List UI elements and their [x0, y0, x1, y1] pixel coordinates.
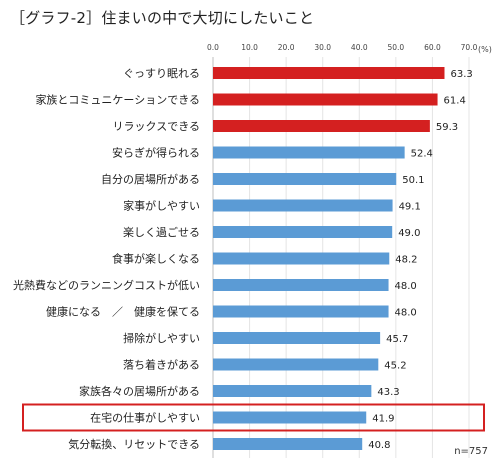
bar: [213, 279, 389, 291]
tick-label: 40.0: [351, 43, 368, 52]
tick-label: 30.0: [314, 43, 331, 52]
value-label: 49.0: [398, 228, 420, 239]
value-label: 43.3: [377, 387, 399, 398]
category-label: 食事が楽しくなる: [112, 252, 200, 266]
category-label: 健康になる ／ 健康を保てる: [46, 305, 200, 319]
value-label: 50.1: [402, 175, 424, 186]
value-label: 45.7: [386, 334, 408, 345]
category-label: 安らぎが得られる: [112, 146, 200, 160]
bar: [213, 173, 397, 185]
bars: [213, 67, 445, 450]
value-label: 52.4: [411, 149, 433, 160]
highlight-frame: [22, 403, 485, 432]
bar: [213, 411, 367, 424]
sample-size-note: n=757: [454, 446, 488, 457]
value-label: 59.3: [436, 122, 458, 133]
category-labels: ぐっすり眠れる家族とコミュニケーションできるリラックスできる安らぎが得られる自分…: [13, 67, 200, 451]
tick-label: 10.0: [241, 43, 258, 52]
bar: [213, 93, 438, 106]
value-label: 45.2: [384, 361, 406, 372]
category-label: 在宅の仕事がしやすい: [90, 411, 200, 425]
axis-unit: (%): [478, 45, 492, 54]
category-label: 家族とコミュニケーションできる: [35, 93, 200, 107]
category-label: ぐっすり眠れる: [123, 67, 200, 80]
chart-title: ［グラフ-2］住まいの中で大切にしたいこと: [10, 9, 315, 27]
value-label: 61.4: [444, 96, 466, 107]
value-label: 63.3: [450, 69, 472, 80]
bar: [213, 252, 390, 265]
category-label: 楽しく過ごせる: [123, 225, 200, 239]
category-label: 掃除がしやすい: [123, 331, 200, 345]
category-label: 光熱費などのランニングコストが低い: [13, 278, 200, 292]
category-label: 落ち着きがある: [123, 358, 200, 372]
bar: [213, 358, 379, 371]
bar: [213, 120, 430, 132]
bar: [213, 385, 372, 397]
category-label: 家族各々の居場所がある: [79, 384, 200, 398]
bar: [213, 146, 405, 159]
tick-label: 60.0: [424, 43, 441, 52]
category-label: 家事がしやすい: [123, 199, 200, 213]
category-label: 気分転換、リセットできる: [68, 437, 200, 451]
bar: [213, 199, 393, 212]
bar: [213, 332, 381, 344]
value-label: 41.9: [372, 414, 394, 425]
bar: [213, 438, 363, 450]
bar: [213, 226, 393, 238]
tick-label: 20.0: [278, 43, 295, 52]
value-label: 48.2: [395, 255, 417, 266]
category-label: 自分の居場所がある: [101, 172, 200, 186]
value-label: 48.0: [395, 281, 417, 292]
bar: [213, 305, 389, 318]
axis-ticks: 0.0 10.0 20.0 30.0 40.0 50.0 60.0 70.0: [207, 43, 478, 52]
value-label: 49.1: [399, 202, 421, 213]
bar: [213, 67, 445, 79]
category-label: リラックスできる: [113, 120, 200, 133]
value-label: 48.0: [395, 308, 417, 319]
tick-label: 50.0: [388, 43, 405, 52]
value-labels: 63.3 61.4 59.3 52.4 50.1 49.1 49.0 48.2 48.0 48.0…: [368, 69, 473, 451]
tick-label: 0.0: [207, 43, 219, 52]
tick-label: 70.0: [461, 43, 478, 52]
value-label: 40.8: [368, 440, 390, 451]
